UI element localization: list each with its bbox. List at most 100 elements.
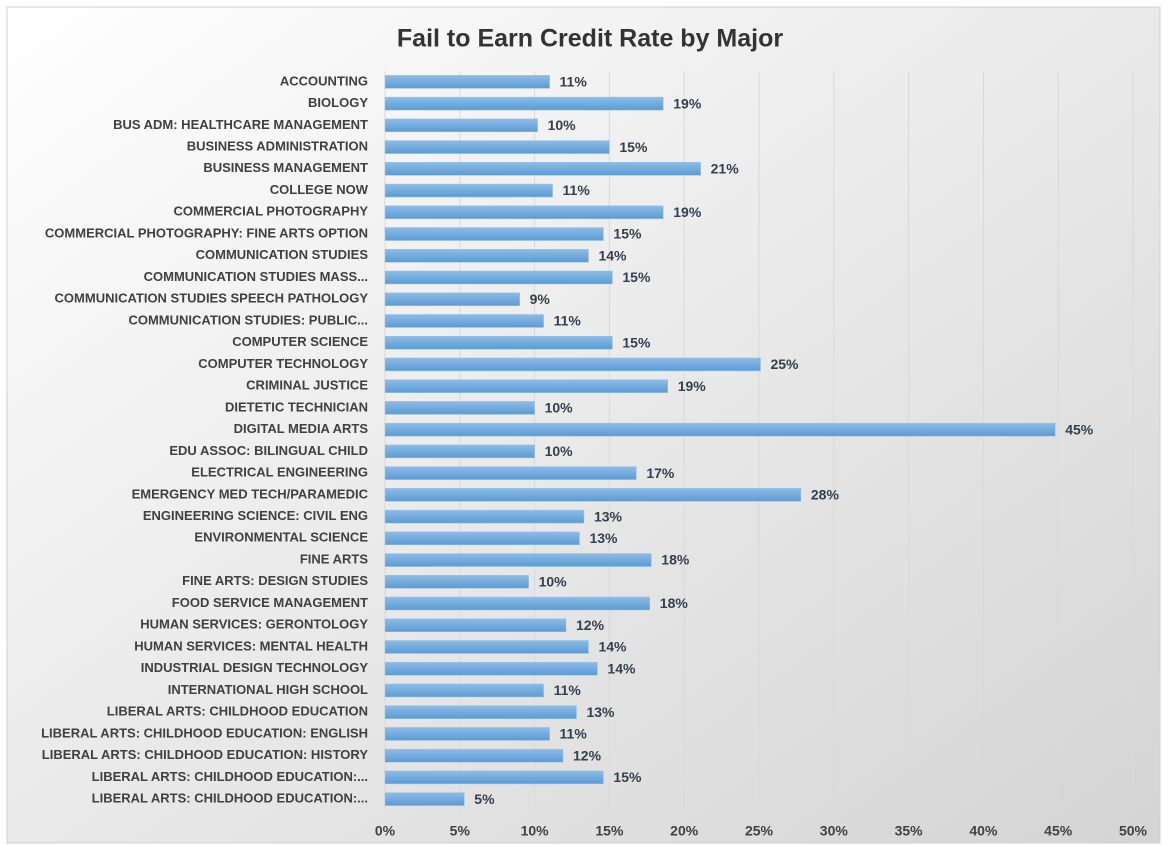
x-tick-label: 35% [895, 823, 924, 839]
bar [384, 596, 651, 611]
y-tick-label: COMMUNICATION STUDIES [196, 247, 369, 262]
y-tick-label: HUMAN SERVICES: GERONTOLOGY [140, 617, 368, 632]
bar [384, 444, 535, 459]
bar [384, 162, 701, 176]
bar [384, 205, 664, 220]
data-label: 15% [619, 139, 648, 155]
bar [384, 661, 598, 676]
data-label: 14% [598, 247, 627, 263]
y-tick-label: HUMAN SERVICES: MENTAL HEALTH [134, 638, 368, 653]
chart-title: Fail to Earn Credit Rate by Major [397, 25, 783, 53]
x-tick-label: 45% [1044, 823, 1073, 839]
data-label: 19% [673, 95, 702, 111]
data-label: 17% [646, 465, 675, 481]
y-tick-label: COMMUNICATION STUDIES SPEECH PATHOLOGY [55, 291, 369, 306]
y-tick-label: COMMERCIAL PHOTOGRAPHY: FINE ARTS OPTION [45, 225, 368, 240]
data-label: 10% [548, 117, 577, 133]
data-label: 15% [613, 769, 642, 785]
data-label: 13% [594, 508, 623, 524]
bar [384, 618, 567, 632]
y-tick-label: ACCOUNTING [280, 73, 368, 88]
data-label: 10% [539, 573, 568, 589]
bar [384, 422, 1056, 437]
y-tick-label: LIBERAL ARTS: CHILDHOOD EDUCATION:... [92, 769, 368, 784]
bar [384, 531, 580, 546]
bar [384, 292, 520, 306]
y-tick-label: DIETETIC TECHNICIAN [225, 399, 368, 414]
data-label: 11% [560, 726, 588, 742]
data-label: 45% [1065, 421, 1094, 437]
y-tick-label: ENVIRONMENTAL SCIENCE [194, 530, 368, 545]
data-label: 12% [573, 747, 602, 763]
bar [384, 770, 604, 785]
bar [384, 683, 544, 698]
bar [384, 249, 589, 263]
data-label: 14% [607, 660, 636, 676]
y-tick-label: CRIMINAL JUSTICE [246, 378, 368, 393]
x-tick-label: 10% [521, 823, 550, 839]
bar [384, 553, 652, 567]
y-tick-label: ENGINEERING SCIENCE: CIVIL ENG [143, 508, 368, 523]
bar [384, 96, 664, 111]
y-tick-label: COMMUNICATION STUDIES: PUBLIC... [128, 312, 368, 327]
y-tick-label: COMPUTER TECHNOLOGY [198, 356, 368, 371]
data-label: 15% [622, 334, 651, 350]
data-label: 21% [711, 161, 740, 177]
bar [384, 748, 564, 763]
data-label: 11% [560, 74, 588, 90]
data-label: 28% [811, 487, 840, 503]
data-label: 19% [673, 204, 702, 220]
data-label: 15% [613, 226, 642, 242]
x-tick-label: 0% [375, 823, 396, 839]
y-tick-label: BUSINESS ADMINISTRATION [187, 139, 368, 154]
bar [384, 727, 550, 741]
data-label: 25% [770, 356, 799, 372]
bar [384, 488, 802, 502]
y-tick-label: LIBERAL ARTS: CHILDHOOD EDUCATION [107, 704, 368, 719]
data-label: 18% [661, 552, 690, 568]
y-tick-label: EDU ASSOC: BILINGUAL CHILD [169, 443, 368, 458]
y-tick-label: ELECTRICAL ENGINEERING [191, 465, 368, 480]
y-tick-label: LIBERAL ARTS: CHILDHOOD EDUCATION: ENGLI… [41, 725, 368, 740]
bar [384, 640, 589, 654]
x-tick-label: 40% [969, 823, 998, 839]
y-tick-label: COMMERCIAL PHOTOGRAPHY [173, 204, 368, 219]
x-tick-label: 5% [450, 823, 471, 839]
bar [384, 401, 535, 415]
bar [384, 509, 585, 524]
data-label: 11% [563, 182, 591, 198]
bar [384, 466, 637, 480]
bar [384, 270, 613, 285]
x-tick-label: 25% [745, 823, 774, 839]
y-tick-label: LIBERAL ARTS: CHILDHOOD EDUCATION:... [92, 791, 368, 806]
data-label: 12% [576, 617, 605, 633]
y-tick-label: BUS ADM: HEALTHCARE MANAGEMENT [113, 117, 368, 132]
data-label: 10% [545, 400, 574, 416]
y-tick-label: FINE ARTS: DESIGN STUDIES [182, 573, 368, 588]
data-label: 13% [589, 530, 618, 546]
data-label: 5% [474, 791, 495, 807]
bar [384, 792, 465, 806]
data-label: 11% [554, 682, 582, 698]
bar [384, 140, 610, 154]
data-label: 14% [598, 639, 627, 655]
x-tick-label: 15% [595, 823, 624, 839]
x-tick-label: 50% [1119, 823, 1148, 839]
y-tick-label: COMPUTER SCIENCE [232, 334, 368, 349]
bar [384, 314, 544, 328]
y-tick-label: BUSINESS MANAGEMENT [203, 160, 368, 175]
data-label: 11% [554, 313, 582, 329]
bar [384, 575, 529, 589]
y-tick-label: COLLEGE NOW [270, 182, 369, 197]
bar [384, 357, 761, 372]
data-label: 9% [530, 291, 551, 307]
bar [384, 183, 553, 198]
y-tick-label: BIOLOGY [308, 95, 368, 110]
bar [384, 335, 613, 350]
data-label: 15% [622, 269, 651, 285]
y-tick-label: COMMUNICATION STUDIES MASS... [144, 269, 368, 284]
y-tick-label: INDUSTRIAL DESIGN TECHNOLOGY [141, 660, 369, 675]
y-tick-label: FOOD SERVICE MANAGEMENT [172, 595, 368, 610]
x-tick-label: 20% [670, 823, 699, 839]
